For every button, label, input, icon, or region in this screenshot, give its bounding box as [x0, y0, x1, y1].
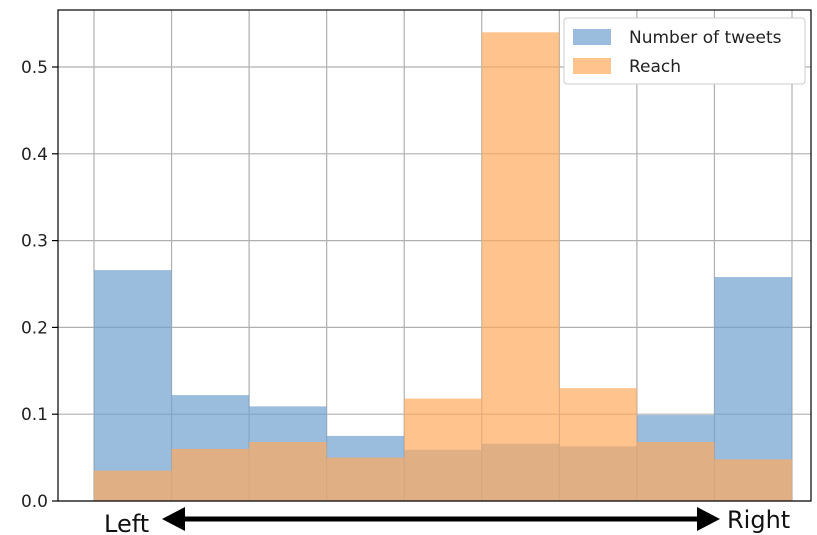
left-right-arrow	[162, 507, 720, 531]
series-reach-bars	[94, 32, 792, 501]
y-tick-label: 0.3	[21, 232, 48, 252]
left-label: Left	[104, 510, 149, 535]
y-tick-label: 0.0	[21, 492, 48, 512]
arrow-head-right-icon	[697, 507, 720, 531]
right-label: Right	[727, 506, 790, 534]
legend-frame	[563, 17, 806, 85]
reach-bar	[636, 441, 715, 501]
reach-bar	[326, 457, 405, 501]
reach-bar	[171, 448, 250, 501]
legend-swatch-reach	[573, 58, 611, 74]
plot-frame	[57, 9, 812, 502]
y-tick-label: 0.1	[21, 405, 48, 425]
legend: Number of tweets Reach	[563, 17, 806, 85]
number-of-tweets-bar	[94, 270, 172, 501]
reach-bar	[714, 459, 792, 501]
legend-label-reach: Reach	[629, 57, 681, 77]
reach-bar	[94, 470, 172, 501]
reach-bar	[559, 388, 637, 501]
y-axis-ticks: 0.0 0.1 0.2 0.3 0.4 0.5	[21, 58, 58, 512]
reach-bar	[249, 441, 327, 501]
legend-label-number-of-tweets: Number of tweets	[629, 28, 782, 48]
legend-swatch-number-of-tweets	[573, 29, 611, 45]
reach-bar	[404, 398, 482, 501]
arrow-head-left-icon	[162, 507, 185, 531]
reach-bar	[481, 32, 560, 501]
y-tick-label: 0.4	[21, 145, 48, 165]
y-tick-label: 0.5	[21, 58, 48, 78]
y-tick-label: 0.2	[21, 318, 48, 338]
